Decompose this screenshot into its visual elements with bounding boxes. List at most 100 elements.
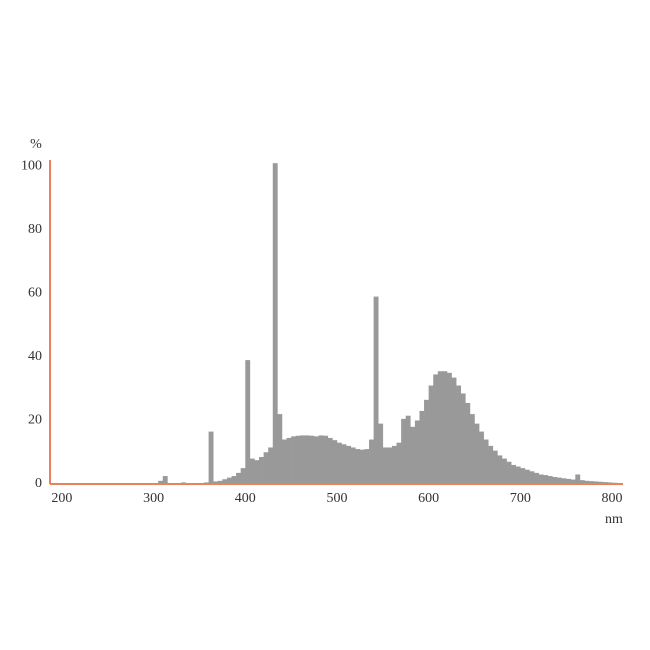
x-tick-label: 600 — [418, 491, 439, 506]
bar — [323, 435, 329, 484]
bar — [524, 469, 530, 484]
bar — [442, 371, 448, 484]
bar — [575, 474, 581, 484]
bar — [414, 420, 420, 484]
bar — [446, 372, 452, 484]
bar — [286, 437, 292, 484]
bar — [570, 479, 576, 484]
bar — [511, 464, 517, 484]
bar — [547, 476, 553, 484]
bar — [579, 480, 585, 484]
bar — [492, 450, 498, 484]
x-tick-label: 400 — [235, 491, 256, 506]
bar — [552, 477, 558, 484]
x-axis-label: nm — [605, 512, 623, 527]
bar — [382, 447, 388, 484]
bar — [593, 481, 599, 484]
bar — [158, 480, 164, 484]
bar — [566, 478, 572, 484]
y-tick-label: 80 — [28, 222, 42, 237]
bar — [245, 360, 251, 484]
bar — [268, 447, 274, 484]
bar — [162, 476, 168, 484]
bar — [309, 435, 315, 484]
bar — [474, 423, 480, 484]
bar — [378, 423, 384, 484]
bar — [355, 449, 361, 484]
bar — [281, 439, 287, 484]
bar — [213, 481, 219, 484]
bar — [350, 447, 356, 484]
bar — [520, 468, 526, 484]
bar — [433, 374, 439, 484]
bar — [231, 476, 237, 484]
bar — [437, 371, 443, 484]
bar — [543, 475, 549, 484]
bar — [584, 480, 590, 484]
y-tick-label: 100 — [21, 159, 42, 174]
y-tick-label: 60 — [28, 286, 42, 301]
x-tick-label: 300 — [143, 491, 164, 506]
bar — [259, 457, 264, 484]
bar — [451, 377, 457, 484]
bar — [424, 399, 429, 484]
bar — [456, 385, 462, 484]
bar — [327, 437, 333, 484]
bar — [506, 461, 512, 484]
bar — [465, 403, 471, 484]
y-axis-label: % — [30, 137, 42, 152]
bar — [369, 439, 374, 484]
bar — [483, 439, 489, 484]
bar — [222, 479, 228, 484]
bar — [226, 477, 232, 484]
bar — [336, 442, 342, 484]
bar — [346, 445, 352, 484]
bar — [364, 449, 370, 484]
bar — [291, 436, 297, 484]
bar — [410, 426, 416, 484]
bar — [428, 385, 434, 484]
bar — [249, 458, 255, 484]
bar — [304, 435, 310, 484]
bar — [387, 447, 393, 484]
bar — [272, 163, 278, 485]
bar — [515, 466, 521, 484]
bar — [538, 474, 544, 484]
y-tick-label: 40 — [28, 349, 42, 364]
bar — [263, 452, 269, 484]
bar — [240, 468, 246, 484]
bar — [488, 445, 494, 484]
bar — [391, 445, 397, 484]
bar — [396, 442, 402, 484]
x-tick-label: 700 — [510, 491, 531, 506]
bar — [405, 415, 411, 484]
bar — [341, 444, 347, 484]
bar — [318, 435, 324, 484]
bar — [401, 418, 407, 484]
bar — [217, 480, 223, 484]
bar — [373, 296, 379, 484]
bar — [419, 410, 425, 484]
bar — [277, 414, 283, 484]
bar — [314, 436, 319, 484]
bar — [561, 478, 567, 484]
bar — [236, 472, 241, 484]
bar — [556, 477, 562, 484]
bar — [479, 431, 484, 484]
bar — [598, 481, 604, 484]
bar — [460, 393, 466, 484]
bar — [300, 435, 306, 484]
bar — [469, 414, 475, 484]
bar — [529, 471, 535, 484]
bar — [295, 435, 301, 484]
bar — [254, 460, 260, 484]
bar — [501, 458, 507, 484]
bar — [332, 440, 338, 484]
bar — [497, 455, 503, 484]
x-tick-label: 200 — [51, 491, 72, 506]
bar — [534, 472, 539, 484]
x-tick-label: 500 — [326, 491, 347, 506]
bar — [589, 481, 594, 484]
y-tick-label: 20 — [28, 413, 42, 428]
